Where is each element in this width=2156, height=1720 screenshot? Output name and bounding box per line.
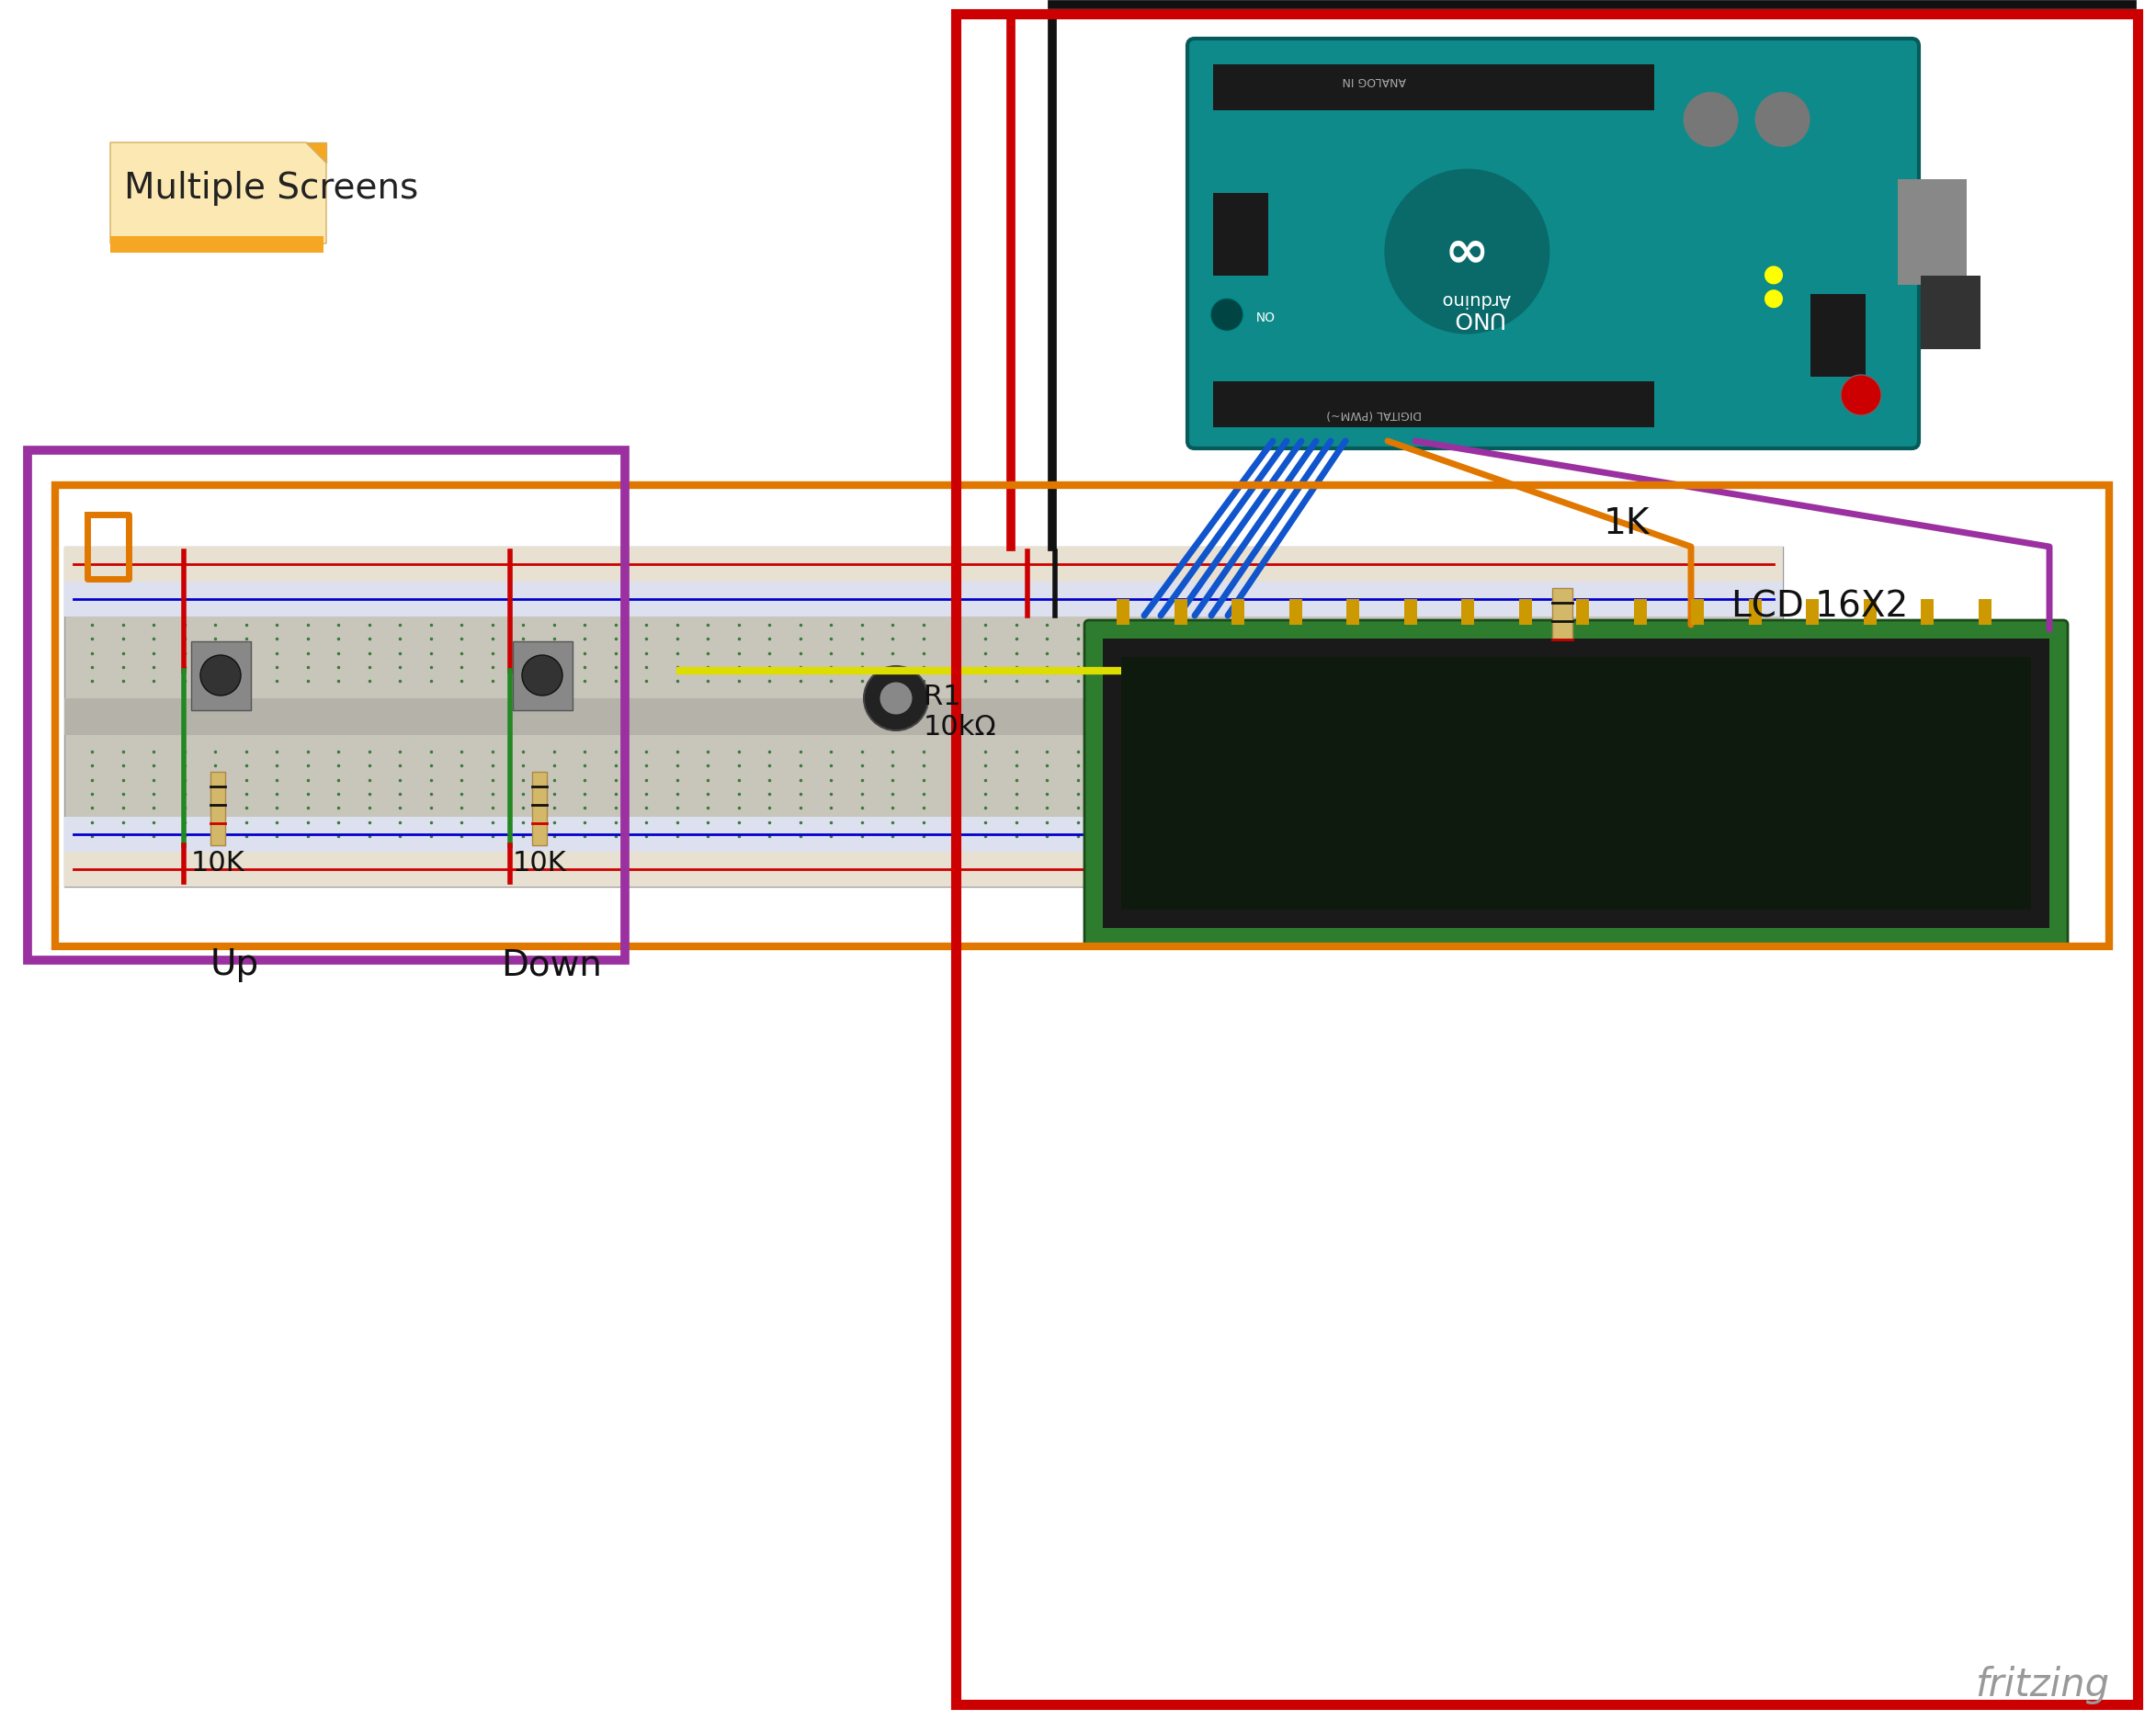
Bar: [65, 547, 1783, 581]
Bar: [1231, 599, 1244, 624]
Bar: [1897, 179, 1966, 286]
Bar: [513, 642, 573, 710]
Bar: [1404, 599, 1416, 624]
Bar: [65, 698, 1783, 734]
Circle shape: [201, 655, 241, 695]
Polygon shape: [306, 143, 326, 163]
Circle shape: [1684, 91, 1738, 146]
Bar: [65, 851, 1783, 886]
FancyBboxPatch shape: [1084, 621, 2068, 946]
Text: DIGITAL (PWM~): DIGITAL (PWM~): [1326, 408, 1421, 420]
Bar: [1518, 599, 1531, 624]
Bar: [110, 236, 323, 253]
Text: R1
10kΩ: R1 10kΩ: [923, 683, 996, 741]
Bar: [65, 547, 1783, 886]
Bar: [1121, 657, 2031, 910]
Text: ANALOG IN: ANALOG IN: [1341, 76, 1406, 86]
Bar: [1921, 275, 1981, 349]
Bar: [65, 581, 1783, 616]
Bar: [1214, 382, 1654, 427]
Text: Arduino: Arduino: [1442, 291, 1511, 308]
Circle shape: [1764, 289, 1783, 308]
Text: 1K: 1K: [1604, 506, 1649, 542]
Bar: [1289, 599, 1302, 624]
Bar: [1104, 638, 2050, 929]
Circle shape: [865, 666, 929, 731]
Text: ON: ON: [1255, 308, 1274, 322]
Bar: [56, 485, 2109, 946]
Circle shape: [1210, 298, 1244, 332]
Bar: [533, 772, 548, 845]
Bar: [1117, 599, 1130, 624]
Text: 10K: 10K: [513, 850, 567, 877]
Bar: [1345, 599, 1358, 624]
Text: Multiple Screens: Multiple Screens: [125, 172, 418, 206]
Polygon shape: [110, 143, 326, 244]
Bar: [1807, 599, 1820, 624]
Bar: [955, 14, 2137, 1705]
Bar: [1175, 599, 1188, 624]
Text: UNO: UNO: [1451, 306, 1503, 329]
Circle shape: [1384, 169, 1550, 334]
Text: LCD 16X2: LCD 16X2: [1731, 588, 1908, 624]
Bar: [1214, 193, 1268, 275]
Circle shape: [1841, 375, 1882, 415]
Bar: [1811, 294, 1865, 377]
Bar: [1921, 599, 1934, 624]
Circle shape: [1755, 91, 1811, 146]
Bar: [192, 642, 250, 710]
Bar: [1576, 599, 1589, 624]
Text: 10K: 10K: [192, 850, 246, 877]
Circle shape: [1764, 267, 1783, 284]
Bar: [1979, 599, 1990, 624]
Bar: [28, 451, 625, 960]
Text: Down: Down: [500, 948, 602, 982]
Bar: [1749, 599, 1761, 624]
Text: ∞: ∞: [1445, 225, 1490, 277]
Bar: [1214, 64, 1654, 110]
Bar: [1634, 599, 1647, 624]
Bar: [1690, 599, 1703, 624]
Bar: [1863, 599, 1876, 624]
Bar: [65, 817, 1783, 851]
Text: fritzing: fritzing: [1975, 1665, 2109, 1705]
Bar: [1462, 599, 1475, 624]
Bar: [1552, 588, 1572, 662]
Circle shape: [880, 683, 912, 714]
Bar: [211, 772, 224, 845]
FancyBboxPatch shape: [1188, 38, 1919, 449]
Circle shape: [522, 655, 563, 695]
Text: Up: Up: [209, 948, 259, 982]
